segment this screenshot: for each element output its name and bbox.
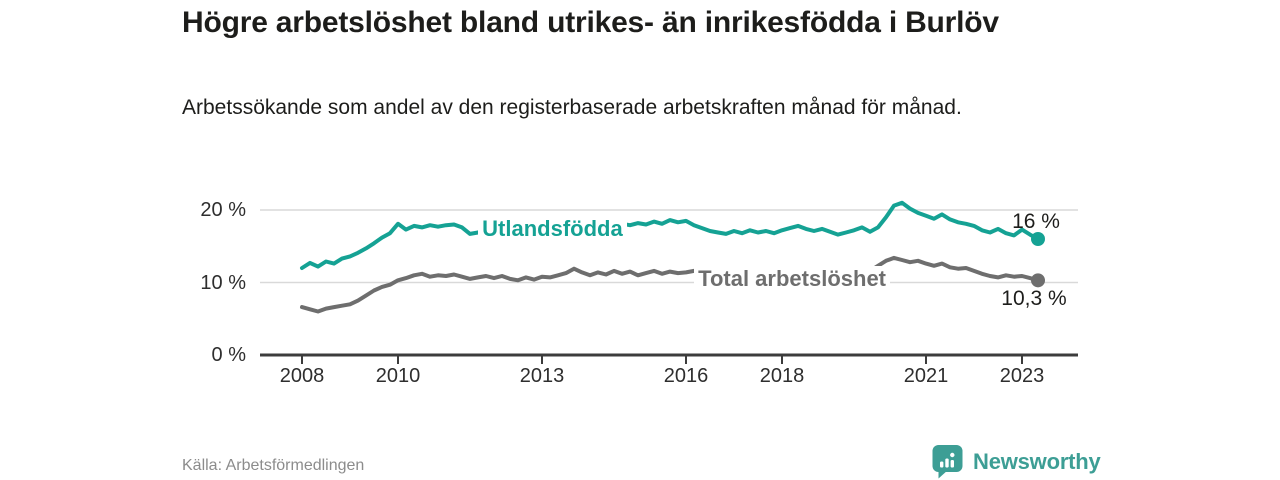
brand-name: Newsworthy — [973, 449, 1101, 474]
chart-subtitle: Arbetssökande som andel av den registerb… — [182, 96, 962, 119]
source-note: Källa: Arbetsförmedlingen — [182, 457, 365, 474]
end-value-label: 16 % — [1012, 210, 1060, 233]
x-tick-label: 2021 — [903, 365, 949, 387]
x-tick-label: 2013 — [519, 365, 565, 387]
series-end-dot — [1031, 232, 1045, 246]
series-label: Total arbetslöshet — [694, 266, 891, 293]
y-tick-label: 0 % — [211, 344, 246, 366]
x-tick-label: 2018 — [759, 365, 805, 387]
y-tick-label: 10 % — [200, 271, 246, 294]
series-label: Utlandsfödda — [478, 215, 627, 242]
newsworthy-icon — [932, 445, 963, 479]
x-tick-label: 2023 — [999, 365, 1045, 387]
series-line — [300, 255, 1040, 314]
chart-title: Högre arbetslöshet bland utrikes- än inr… — [182, 6, 999, 39]
x-tick-label: 2010 — [375, 365, 421, 387]
end-value-label: 10,3 % — [1001, 287, 1067, 311]
brand-logo: Newsworthy — [931, 444, 1101, 480]
x-tick-label: 2016 — [663, 365, 709, 387]
x-tick-label: 2008 — [279, 365, 325, 387]
series-line — [300, 200, 1040, 270]
series-end-dot — [1031, 273, 1045, 288]
y-tick-label: 20 % — [200, 199, 246, 221]
